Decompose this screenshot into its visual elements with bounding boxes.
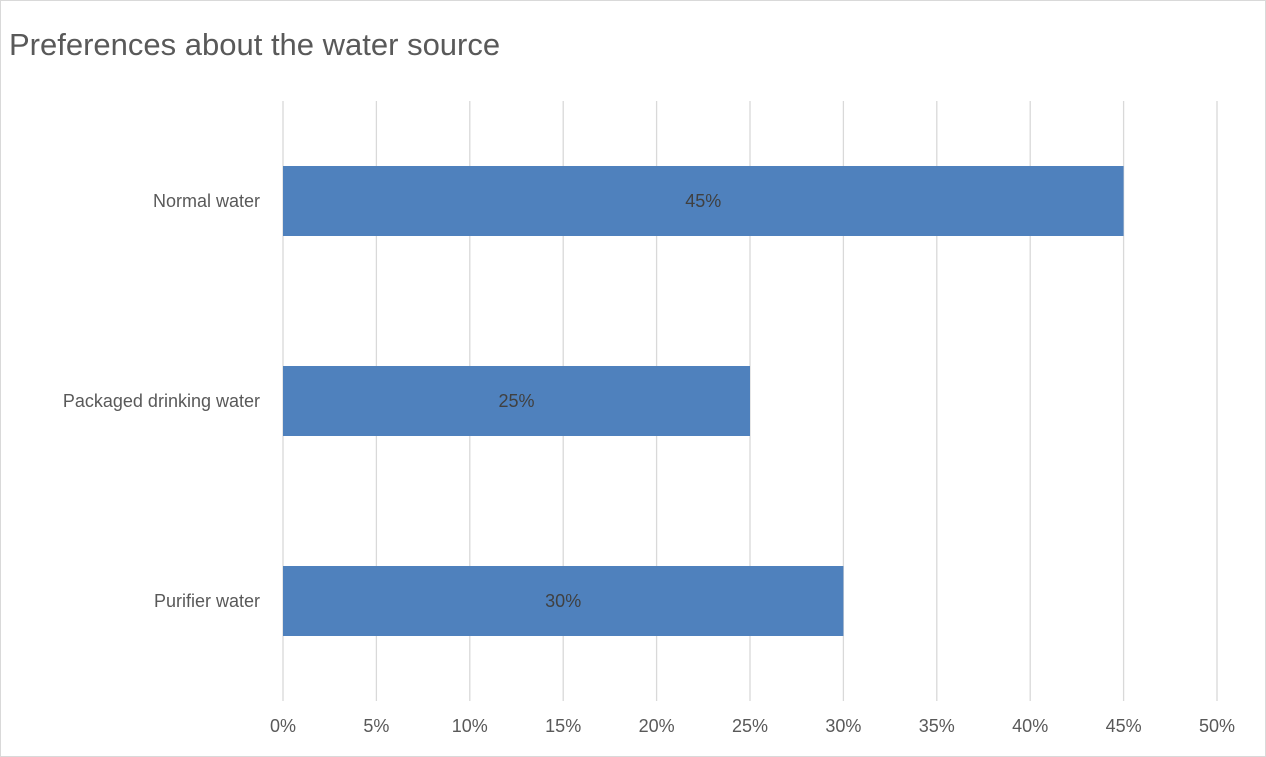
x-tick-label: 20% [639,716,675,736]
x-tick-label: 35% [919,716,955,736]
x-tick-label: 50% [1199,716,1235,736]
category-label: Packaged drinking water [63,391,260,411]
bar [283,366,750,436]
data-label: 30% [545,591,581,611]
category-label: Normal water [153,191,260,211]
bar [283,166,1124,236]
x-tick-label: 30% [825,716,861,736]
x-tick-label: 15% [545,716,581,736]
category-label: Purifier water [154,591,260,611]
x-tick-label: 45% [1106,716,1142,736]
chart-title: Preferences about the water source [9,27,501,62]
data-label: 25% [498,391,534,411]
bar [283,566,844,636]
x-tick-label: 5% [363,716,389,736]
x-tick-label: 0% [270,716,296,736]
x-tick-label: 25% [732,716,768,736]
x-tick-label: 40% [1012,716,1048,736]
x-tick-label: 10% [452,716,488,736]
data-label: 45% [685,191,721,211]
